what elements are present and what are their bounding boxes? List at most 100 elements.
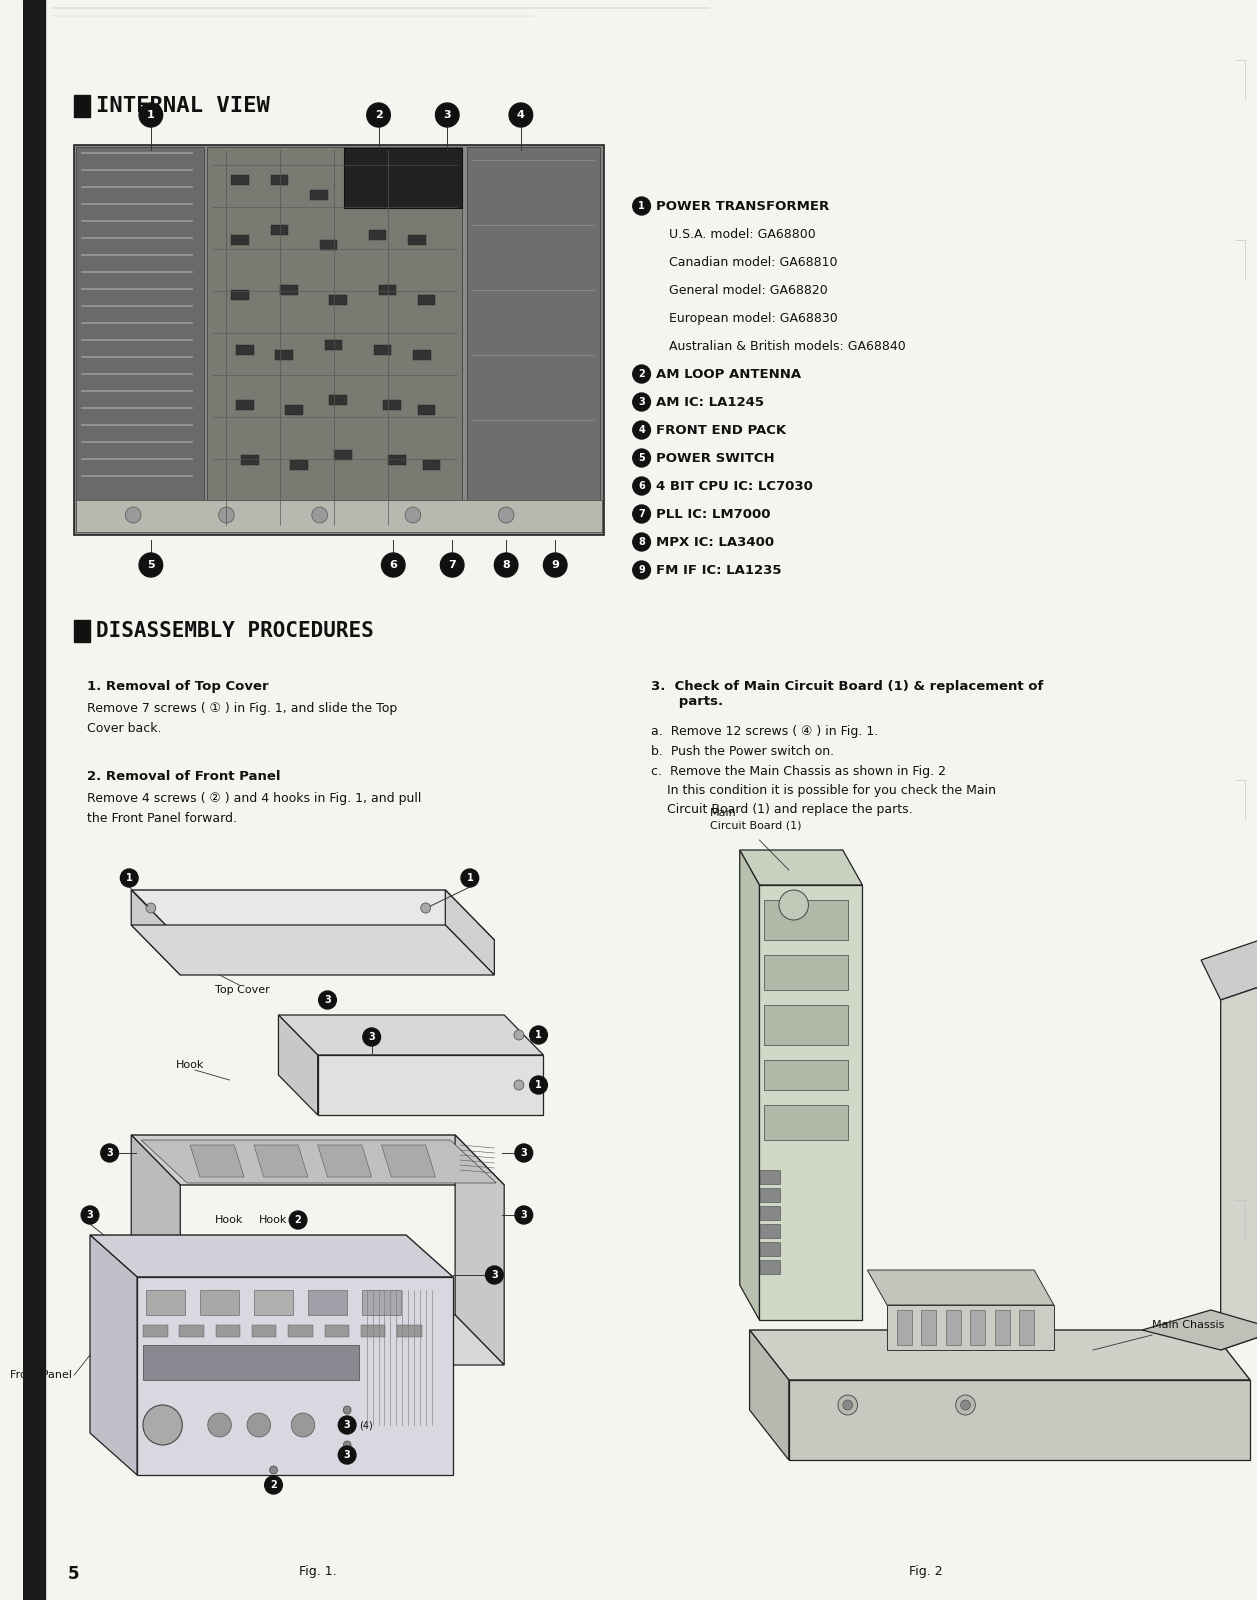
Bar (207, 147, 463, 531)
Text: INTERNAL VIEW: INTERNAL VIEW (96, 96, 270, 117)
Circle shape (140, 102, 162, 126)
Circle shape (515, 1144, 533, 1162)
Polygon shape (740, 850, 759, 1320)
Bar (760, 1242, 781, 1256)
Bar (231, 290, 249, 301)
Circle shape (632, 365, 650, 382)
Circle shape (435, 102, 459, 126)
Bar (362, 1290, 401, 1315)
Polygon shape (91, 1235, 454, 1277)
Circle shape (121, 869, 138, 886)
Bar (378, 285, 396, 294)
Bar (146, 1290, 185, 1315)
Text: Remove 4 screws ( ② ) and 4 hooks in Fig. 1, and pull
the Front Panel forward.: Remove 4 screws ( ② ) and 4 hooks in Fig… (87, 792, 421, 826)
Polygon shape (131, 1134, 504, 1186)
Circle shape (312, 507, 328, 523)
Circle shape (632, 533, 650, 550)
Bar (417, 294, 435, 306)
Circle shape (779, 890, 808, 920)
Bar (143, 1346, 360, 1379)
Bar (285, 405, 303, 414)
Circle shape (292, 1413, 314, 1437)
Polygon shape (131, 890, 494, 939)
Bar (329, 395, 347, 405)
Circle shape (343, 1442, 351, 1450)
Bar (361, 1325, 386, 1338)
Text: Fig. 1.: Fig. 1. (299, 1565, 337, 1578)
Bar (388, 174, 406, 186)
Text: 8: 8 (639, 538, 645, 547)
Bar (349, 174, 367, 186)
Bar (409, 235, 426, 245)
Bar (200, 1290, 239, 1315)
Text: POWER TRANSFORMER: POWER TRANSFORMER (656, 200, 830, 213)
Text: 7: 7 (639, 509, 645, 518)
Polygon shape (137, 1277, 454, 1475)
Polygon shape (131, 1315, 504, 1365)
Text: 2: 2 (639, 370, 645, 379)
Bar (270, 174, 288, 186)
Text: 1: 1 (466, 874, 473, 883)
Circle shape (248, 1413, 270, 1437)
Bar (77, 147, 204, 531)
Text: 2: 2 (375, 110, 382, 120)
Bar (236, 346, 254, 355)
Circle shape (421, 902, 431, 914)
Text: b.  Push the Power switch on.: b. Push the Power switch on. (651, 746, 835, 758)
Text: 5: 5 (639, 453, 645, 462)
Text: c.  Remove the Main Chassis as shown in Fig. 2
    In this condition it is possi: c. Remove the Main Chassis as shown in F… (651, 765, 997, 816)
Bar (309, 190, 328, 200)
Circle shape (219, 507, 234, 523)
Text: 1. Removal of Top Cover: 1. Removal of Top Cover (87, 680, 269, 693)
Text: 1: 1 (535, 1080, 542, 1090)
Text: European model: GA68830: European model: GA68830 (669, 312, 838, 325)
Text: 6: 6 (390, 560, 397, 570)
Text: 4: 4 (517, 110, 525, 120)
Polygon shape (789, 1379, 1251, 1459)
Bar (280, 285, 298, 294)
Text: Canadian model: GA68810: Canadian model: GA68810 (669, 256, 837, 269)
Text: 3.  Check of Main Circuit Board (1) & replacement of
      parts.: 3. Check of Main Circuit Board (1) & rep… (651, 680, 1043, 707)
Circle shape (338, 1446, 356, 1464)
Bar (270, 226, 288, 235)
Bar (231, 174, 249, 186)
Text: FM IF IC: LA1235: FM IF IC: LA1235 (656, 565, 782, 578)
Bar (397, 1325, 422, 1338)
Text: FRONT END PACK: FRONT END PACK (656, 424, 787, 437)
Text: 1: 1 (639, 202, 645, 211)
Text: 3: 3 (491, 1270, 498, 1280)
Text: 4: 4 (639, 426, 645, 435)
Bar (275, 350, 293, 360)
Text: 3: 3 (520, 1149, 527, 1158)
Text: MPX IC: LA3400: MPX IC: LA3400 (656, 536, 774, 549)
Text: Top Cover: Top Cover (215, 986, 269, 995)
Circle shape (126, 507, 141, 523)
Text: 5: 5 (147, 560, 155, 570)
Circle shape (509, 102, 533, 126)
Polygon shape (867, 1270, 1053, 1306)
Polygon shape (279, 1014, 543, 1054)
Circle shape (960, 1400, 970, 1410)
Bar (764, 955, 847, 990)
Polygon shape (1221, 979, 1257, 1350)
Text: 9: 9 (639, 565, 645, 574)
Text: 1: 1 (126, 874, 133, 883)
Bar (180, 1325, 204, 1338)
Circle shape (515, 1206, 533, 1224)
Polygon shape (91, 1235, 137, 1475)
Text: 4 BIT CPU IC: LC7030: 4 BIT CPU IC: LC7030 (656, 480, 813, 493)
Polygon shape (381, 1146, 435, 1178)
Circle shape (440, 554, 464, 578)
Text: Remove 7 screws ( ① ) in Fig. 1, and slide the Top
Cover back.: Remove 7 screws ( ① ) in Fig. 1, and sli… (87, 702, 397, 734)
Bar (254, 1290, 293, 1315)
Circle shape (632, 394, 650, 411)
Circle shape (289, 1211, 307, 1229)
Circle shape (498, 507, 514, 523)
Circle shape (207, 1413, 231, 1437)
Bar (760, 1187, 781, 1202)
Bar (1019, 1310, 1035, 1346)
Text: 8: 8 (503, 560, 510, 570)
Bar (290, 461, 308, 470)
Circle shape (319, 990, 337, 1010)
Circle shape (529, 1075, 547, 1094)
